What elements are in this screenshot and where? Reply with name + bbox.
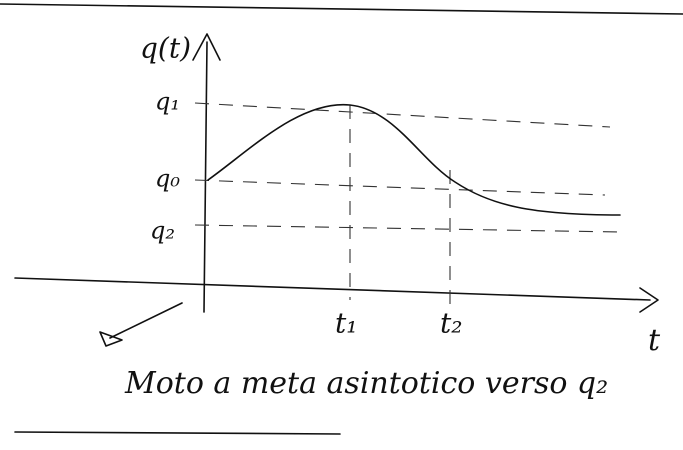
time-label: t₂ [440,307,462,340]
level-label: q₀ [155,165,180,193]
y-axis [204,42,207,312]
top-border [0,4,683,14]
level-line [195,180,605,195]
level-line [195,103,610,127]
level-label: q₂ [150,217,175,245]
level-line [195,225,620,232]
page: q(t) q₁ q₀ q₂ t₁ t₂ t Moto a meta asinto… [0,0,683,450]
x-axis-label: t [648,323,661,358]
level-label: q₁ [155,88,180,116]
bottom-border [15,432,340,434]
y-axis-label: q(t) [140,32,191,65]
curve [208,105,620,215]
time-label: t₁ [335,307,357,340]
x-axis [15,278,650,300]
caption: Moto a meta asintotico verso q₂ [124,366,608,401]
pointer-arrow [110,303,182,338]
sketch: q(t) q₁ q₀ q₂ t₁ t₂ t Moto a meta asinto… [0,0,683,450]
